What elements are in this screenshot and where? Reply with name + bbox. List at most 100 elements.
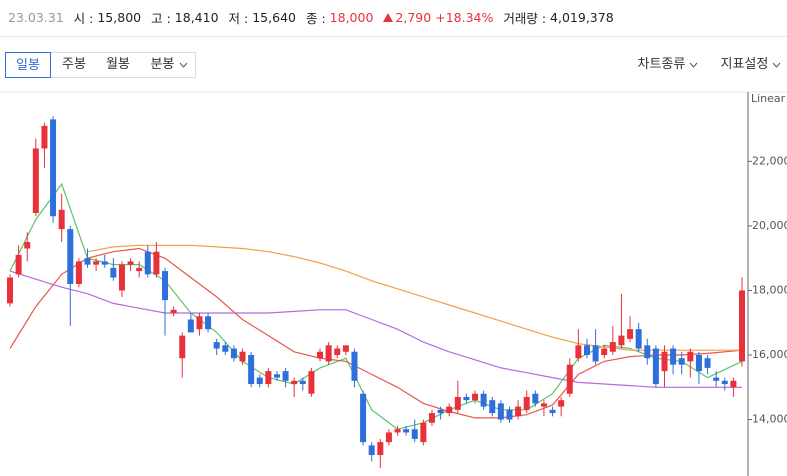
candle-body [609, 342, 616, 352]
candle-body [291, 380, 298, 385]
candle-body [403, 429, 410, 433]
candle-body [730, 380, 737, 388]
moving-average [9, 270, 742, 388]
candle-body [84, 258, 91, 265]
quote-bar: 23.03.31 시 :15,800 고 :18,410 저 :15,640 종… [8, 8, 618, 27]
menu-label: 지표설정 [720, 57, 769, 72]
candle-body [7, 277, 13, 304]
candle-body [428, 413, 435, 423]
candle-body [489, 400, 496, 414]
open-label: 시 : [73, 11, 94, 26]
low-label: 저 : [228, 11, 249, 26]
candle-body [368, 445, 375, 456]
menu-label: 차트종류 [637, 57, 686, 72]
open-value: 15,800 [97, 10, 142, 25]
candle-body [239, 351, 246, 362]
candle-body [351, 351, 358, 381]
period-label: 일봉 [16, 58, 40, 73]
close-value: 18,000 [329, 10, 374, 25]
candle-body [592, 345, 599, 362]
candle-body [540, 403, 547, 407]
period-button[interactable]: 분봉 [142, 52, 196, 78]
chevron [690, 62, 698, 68]
candle-body [678, 358, 685, 365]
candle-body [532, 393, 539, 404]
candle-body [15, 254, 22, 275]
candle-body [695, 354, 702, 372]
candle-body [50, 119, 57, 217]
candle-body [342, 345, 349, 352]
candle-body [317, 351, 324, 359]
candle-body [101, 261, 108, 265]
chevron [179, 62, 187, 68]
candle-body [179, 335, 186, 359]
low-value: 15,640 [252, 10, 296, 25]
candle-body [41, 125, 48, 149]
candle-body [93, 261, 100, 265]
y-tick-label: 22,000 [752, 154, 787, 167]
candle-body [299, 380, 306, 385]
candle-body [153, 251, 160, 275]
candle-body [558, 400, 565, 407]
candle-body [437, 409, 444, 414]
menu-button[interactable]: 지표설정 [715, 52, 787, 78]
moving-average [9, 182, 743, 430]
candle-body [635, 329, 642, 349]
change-rate: +18.34% [435, 10, 494, 25]
candle-body [627, 329, 634, 339]
candle-body [127, 261, 134, 265]
candle-body [704, 358, 711, 368]
candle-body [601, 348, 608, 355]
high-label: 고 : [151, 11, 171, 26]
candle-body [118, 264, 125, 291]
period-label: 월봉 [106, 57, 130, 72]
candle-body [661, 351, 668, 372]
candle-body [308, 371, 315, 394]
candle-body [377, 442, 384, 456]
candle-body [670, 348, 677, 365]
volume-label: 거래량 : [503, 11, 547, 26]
candle-body [644, 345, 651, 359]
candle-body [110, 267, 117, 278]
candle-body [187, 319, 194, 333]
candle-body [497, 403, 504, 420]
candle-body [325, 345, 332, 362]
y-tick-label: 18,000 [752, 283, 787, 296]
volume: 4,019,378 [550, 10, 614, 25]
candle-body [58, 209, 65, 230]
candle-body [713, 377, 720, 381]
y-tick-label: 16,000 [752, 348, 787, 361]
period-label: 주봉 [62, 57, 86, 72]
period-label: 분봉 [150, 57, 175, 72]
period-button[interactable]: 월봉 [96, 52, 140, 78]
candle-body [652, 348, 659, 385]
candle-body [506, 409, 513, 420]
candle-body [523, 396, 530, 410]
candle-body [385, 432, 392, 443]
candle-body [273, 374, 280, 378]
candle-body [222, 345, 229, 352]
candle-body [256, 377, 263, 385]
up-arrow [383, 13, 394, 22]
candle-body [583, 345, 590, 355]
candle-body [420, 422, 427, 443]
candle-body [549, 409, 556, 414]
moving-average [87, 244, 742, 351]
period-button[interactable]: 일봉 [5, 52, 51, 78]
candle-body [282, 371, 289, 381]
period-button[interactable]: 주봉 [52, 52, 96, 78]
menu-button[interactable]: 차트종류 [632, 52, 704, 78]
candle-body [454, 396, 461, 410]
change: 2,790 [395, 10, 432, 25]
candle-body [739, 290, 745, 362]
candle-body [463, 396, 470, 401]
y-tick-label: 14,000 [752, 413, 787, 426]
candle-body [213, 342, 220, 349]
candle-body [515, 406, 522, 417]
candle-body [144, 251, 151, 275]
scale-label: Linear [751, 92, 786, 105]
candle-body [687, 351, 694, 362]
date: 23.03.31 [8, 10, 64, 25]
